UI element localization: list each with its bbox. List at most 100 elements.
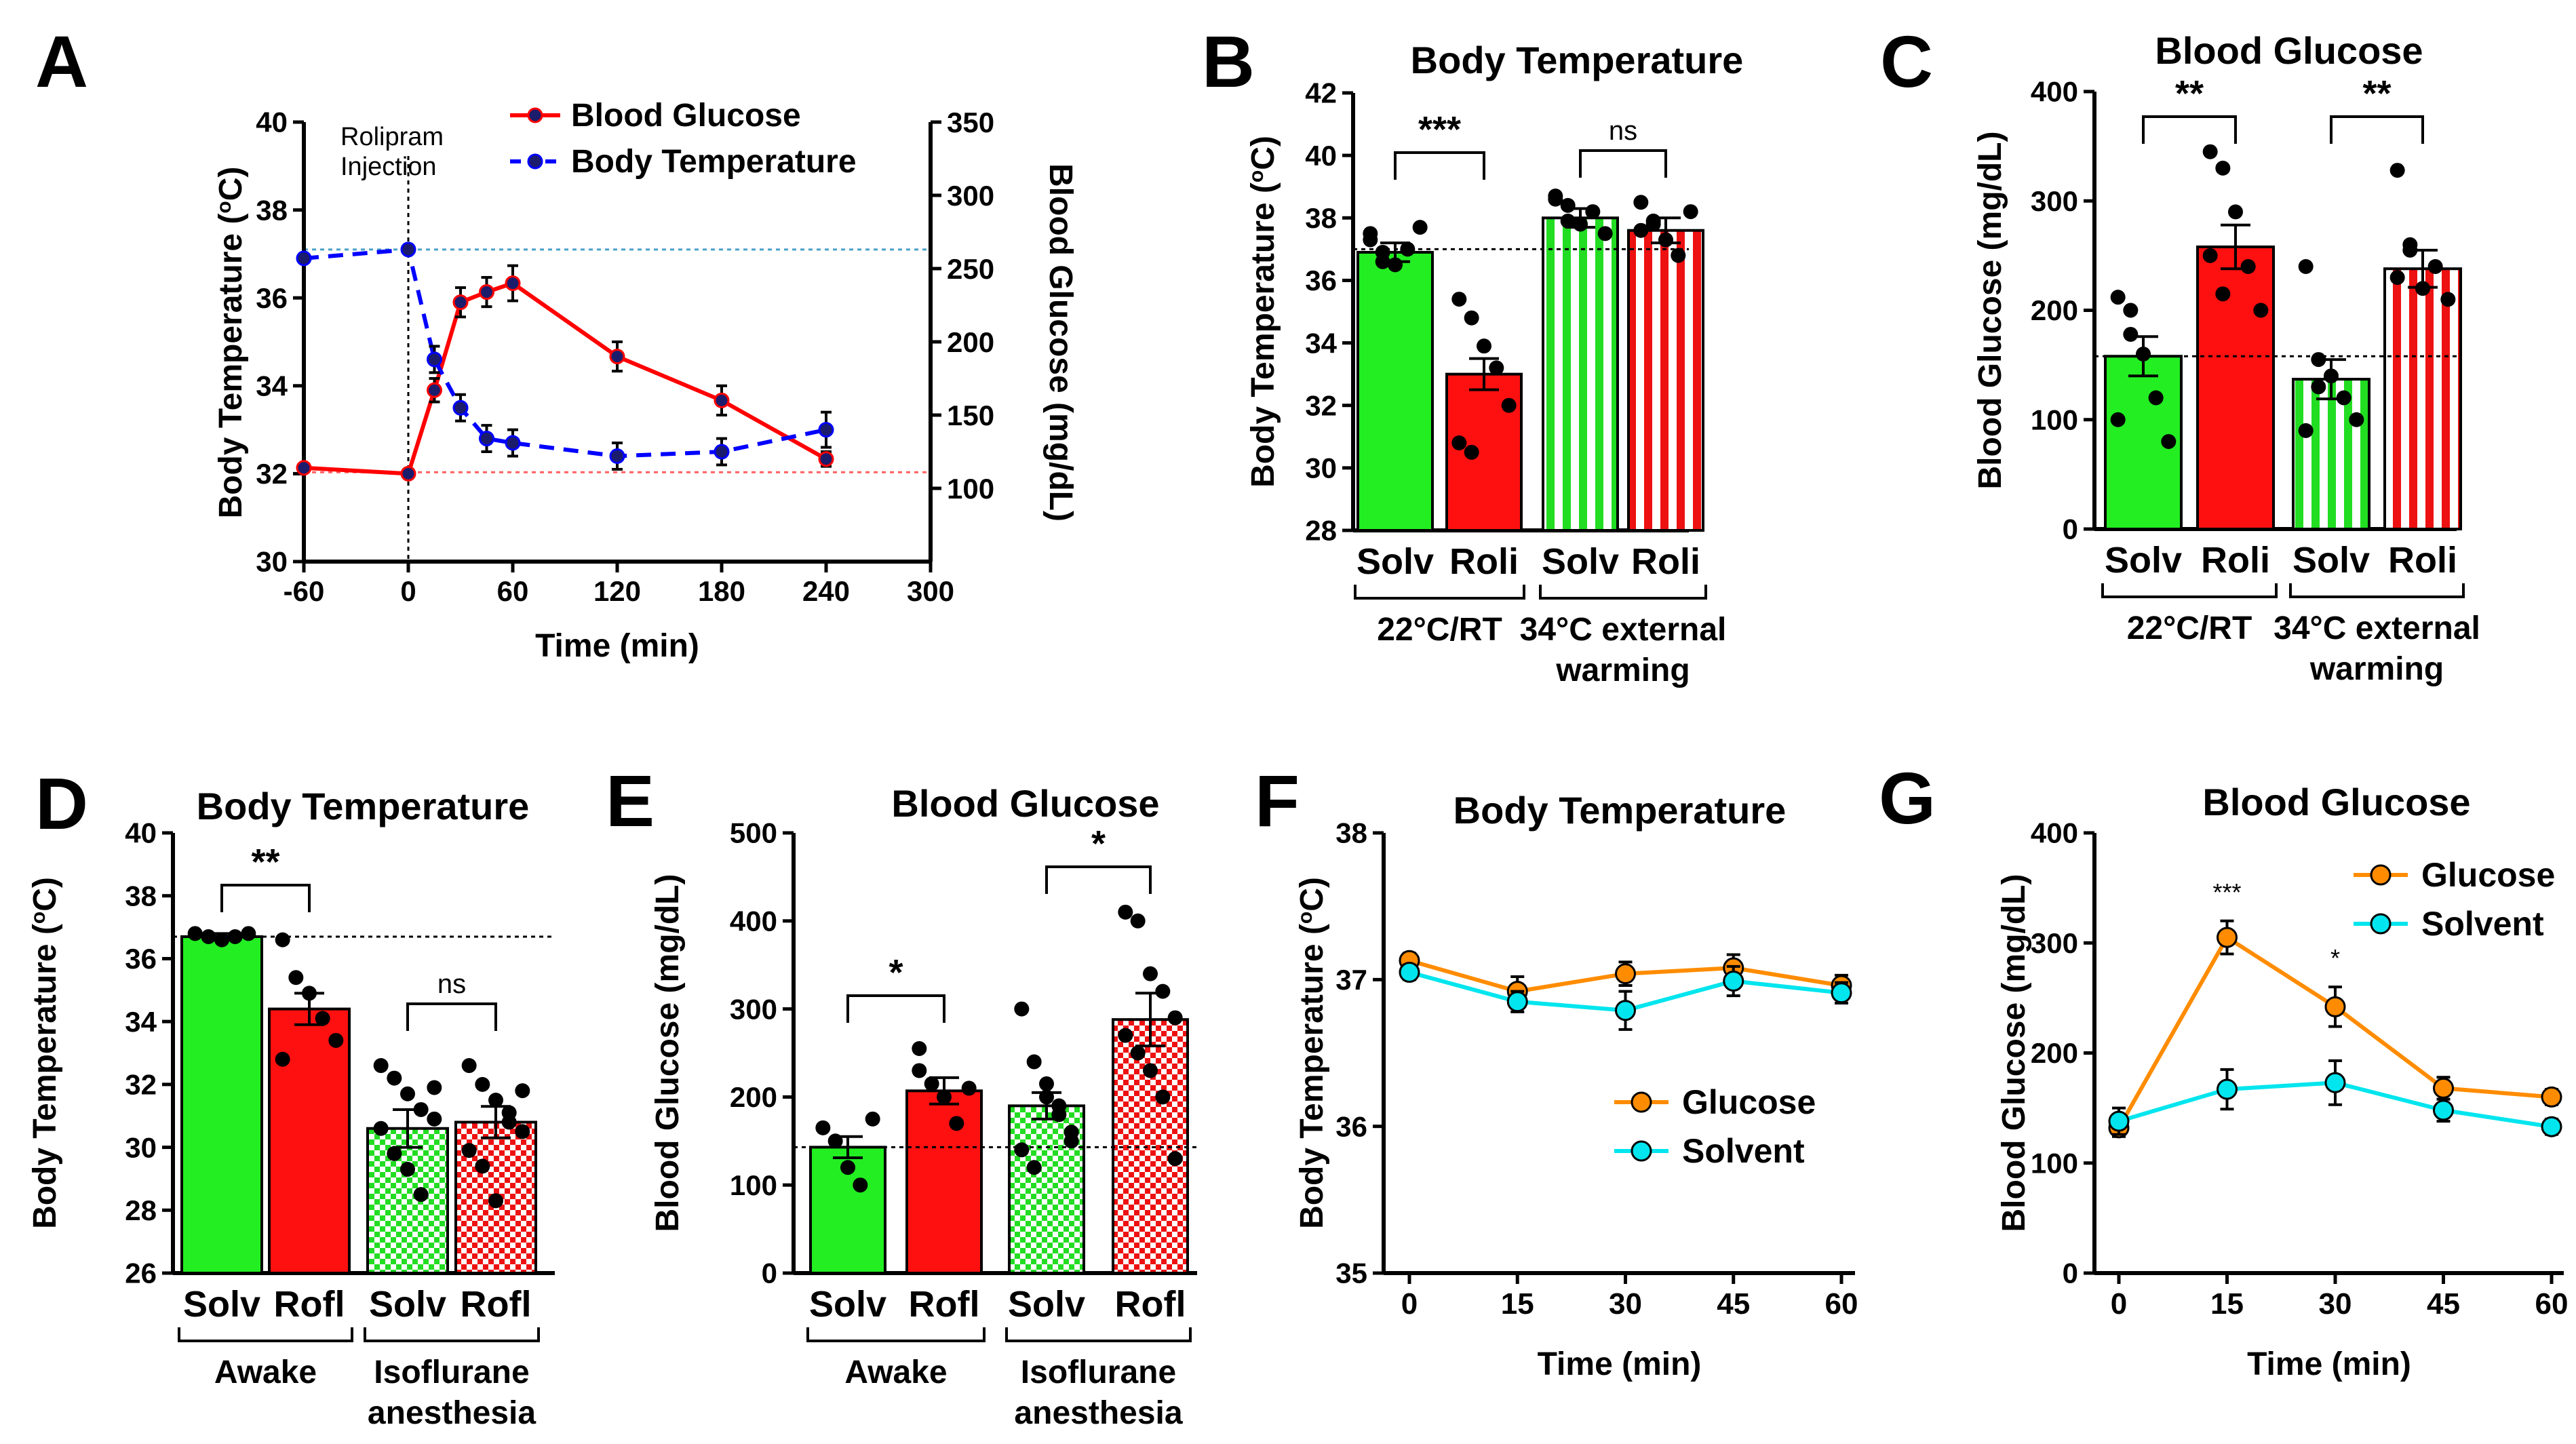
individual-point xyxy=(1026,1160,1042,1175)
individual-point xyxy=(2389,270,2405,286)
data-point xyxy=(1723,970,1744,992)
category-label: Roli xyxy=(2201,540,2270,581)
legend-marker xyxy=(1631,1140,1652,1162)
individual-point xyxy=(1412,220,1428,235)
legend-marker xyxy=(527,107,543,123)
individual-point xyxy=(1155,1089,1171,1105)
category-label: Roli xyxy=(2388,540,2457,581)
a-x-axis-tick-label: -60 xyxy=(284,575,325,607)
y-axis-title: Body Temperature (oC) xyxy=(1294,877,1331,1229)
data-point xyxy=(2324,996,2346,1017)
b-y-axis-tick-label: 30 xyxy=(1305,452,1337,484)
x-axis-tick-label: 30 xyxy=(1609,1287,1642,1321)
data-point xyxy=(2108,1110,2130,1132)
data-point xyxy=(1615,963,1636,985)
individual-point xyxy=(328,1032,344,1048)
individual-point xyxy=(2202,248,2218,263)
data-point xyxy=(1506,991,1528,1013)
individual-point xyxy=(1363,232,1378,248)
individual-point xyxy=(2215,160,2231,176)
b-y-axis-tick-label: 38 xyxy=(1305,202,1337,234)
significance-bracket xyxy=(1394,151,1485,180)
individual-point xyxy=(2161,434,2177,449)
individual-point xyxy=(2298,423,2314,438)
individual-point xyxy=(2311,379,2326,395)
c-y-axis-tick-label: 0 xyxy=(2063,513,2078,545)
individual-point xyxy=(1143,1063,1158,1078)
individual-point xyxy=(840,1160,855,1175)
c-y-axis-tick-label: 100 xyxy=(2031,404,2078,435)
data-point xyxy=(2217,1078,2238,1100)
a-left-axis-tick-label: 30 xyxy=(256,546,288,578)
category-label: Solv xyxy=(2105,540,2182,581)
bar xyxy=(1112,1018,1189,1275)
x-axis-tick-label: 60 xyxy=(1825,1287,1858,1321)
significance-annotation: * xyxy=(2330,944,2340,972)
individual-point xyxy=(1167,1151,1183,1167)
a-left-axis-title: Body Temperature (oC) xyxy=(213,167,250,519)
x-axis-tick-label: 60 xyxy=(2535,1287,2569,1321)
category-label: Solv xyxy=(1008,1284,1085,1325)
d-y-axis-tick-label: 36 xyxy=(125,943,157,975)
individual-point xyxy=(275,932,290,948)
legend-label: Glucose xyxy=(1682,1083,1816,1121)
a-left-axis-tick-label: 32 xyxy=(256,458,288,490)
individual-point xyxy=(1560,213,1576,229)
individual-point xyxy=(2110,412,2126,427)
data-point xyxy=(479,431,494,447)
individual-point xyxy=(2389,163,2405,178)
y-axis-title: Blood Glucose (mg/dL) xyxy=(1996,874,2032,1232)
group-bracket xyxy=(2101,583,2278,598)
individual-point xyxy=(1039,1089,1054,1105)
group-bracket xyxy=(364,1327,540,1342)
e-y-axis-tick-label: 300 xyxy=(730,993,777,1025)
individual-point xyxy=(2427,259,2443,274)
individual-point xyxy=(1155,983,1171,999)
group-label: anesthesia xyxy=(1014,1395,1182,1431)
significance-bracket xyxy=(220,884,311,912)
f-y-axis-tick-label: 37 xyxy=(1335,964,1367,996)
individual-point xyxy=(1489,360,1504,376)
d-y-axis-tick-label: 28 xyxy=(125,1194,157,1226)
category-label: Roli xyxy=(1631,541,1700,582)
individual-point xyxy=(1683,204,1698,220)
individual-point xyxy=(1671,248,1686,263)
g-y-axis-tick-label: 300 xyxy=(2031,927,2078,959)
significance-label: ns xyxy=(1609,116,1637,146)
category-label: Solv xyxy=(1357,541,1434,582)
individual-point xyxy=(515,1124,530,1139)
individual-point xyxy=(1143,966,1158,981)
individual-point xyxy=(2440,292,2456,307)
individual-point xyxy=(1464,310,1479,326)
individual-point xyxy=(413,1187,429,1203)
data-point xyxy=(452,294,469,311)
f-y-axis-tick-label: 35 xyxy=(1335,1257,1367,1289)
individual-point xyxy=(2240,259,2256,274)
c-y-axis-tick-label: 200 xyxy=(2031,294,2078,326)
group-bracket xyxy=(806,1327,985,1342)
category-label: Roli xyxy=(1449,541,1519,582)
individual-point xyxy=(827,1133,843,1149)
data-point xyxy=(2217,926,2238,948)
individual-point xyxy=(1548,189,1563,204)
group-bracket xyxy=(1354,585,1525,600)
group-label: 22°C/RT xyxy=(2127,610,2252,646)
a-left-axis-tick-label: 38 xyxy=(256,194,288,226)
data-point xyxy=(296,250,312,267)
data-point xyxy=(2541,1086,2562,1108)
a-left-axis-tick-label: 40 xyxy=(256,106,288,138)
individual-point xyxy=(387,1070,402,1086)
a-right-axis-tick-label: 150 xyxy=(947,399,994,431)
x-axis-tick-label: 45 xyxy=(1717,1287,1750,1321)
x-axis-title: Time (min) xyxy=(1538,1346,1702,1382)
individual-point xyxy=(1451,435,1467,450)
x-axis-tick-label: 0 xyxy=(2111,1287,2127,1321)
x-axis-tick-label: 0 xyxy=(1401,1287,1418,1321)
b-y-axis-tick-label: 36 xyxy=(1305,265,1337,296)
bar xyxy=(1627,229,1704,532)
individual-point xyxy=(1464,444,1479,460)
panel-label-e: E xyxy=(606,760,655,842)
data-point xyxy=(2433,1099,2454,1121)
a-left-axis-tick-label: 36 xyxy=(256,282,288,314)
individual-point xyxy=(1400,241,1416,257)
